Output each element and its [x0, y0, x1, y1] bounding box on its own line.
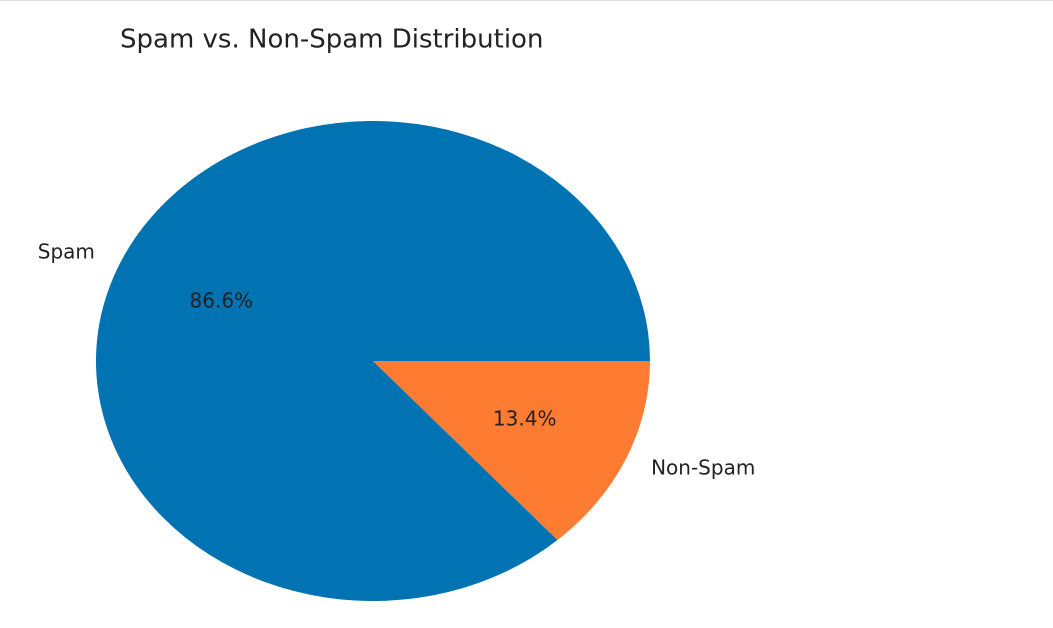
slice-label: Spam — [38, 240, 95, 264]
pie-slice — [373, 361, 650, 541]
chart-title: Spam vs. Non-Spam Distribution — [120, 25, 543, 55]
value-label: 86.6% — [190, 289, 254, 313]
slice-label: Non-Spam — [651, 455, 755, 479]
value-label: 13.4% — [493, 406, 557, 430]
